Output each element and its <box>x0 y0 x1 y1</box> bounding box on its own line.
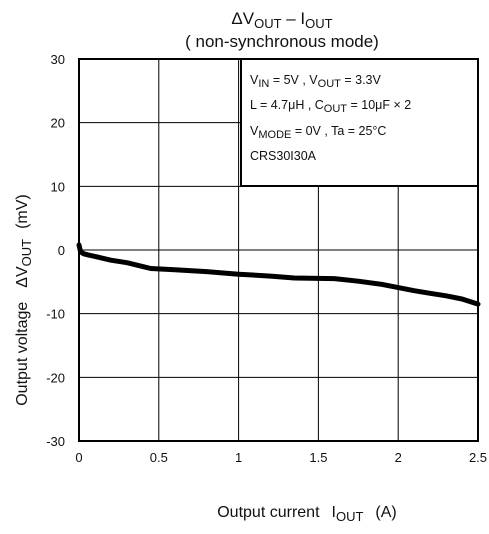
y-tick-label: -20 <box>46 370 65 385</box>
y-tick-label: 0 <box>58 243 65 258</box>
condition-line-4: CRS30I30A <box>250 149 317 163</box>
y-tick-label: -10 <box>46 307 65 322</box>
conditions-box <box>240 58 479 187</box>
x-tick-label: 1.5 <box>309 450 327 465</box>
y-axis-label: Output voltageΔVOUT(mV) <box>14 194 34 406</box>
x-tick-label: 0 <box>75 450 82 465</box>
y-tick-label: -30 <box>46 434 65 449</box>
x-tick-label: 0.5 <box>150 450 168 465</box>
condition-line-3: VMODE = 0V , Ta = 25°C <box>250 124 386 141</box>
x-axis-label: Output current IOUT (A) <box>217 504 397 524</box>
x-tick-label: 2.5 <box>469 450 487 465</box>
chart-title: ΔVOUT – IOUT <box>231 9 332 31</box>
chart-subtitle: ( non-synchronous mode) <box>185 32 379 51</box>
x-tick-label: 1 <box>235 450 242 465</box>
x-tick-labels: 0 0.5 1 1.5 2 2.5 <box>75 450 487 465</box>
condition-line-2: L = 4.7μH , COUT = 10μF × 2 <box>250 98 411 115</box>
condition-line-1: VIN = 5V , VOUT = 3.3V <box>250 73 381 90</box>
y-tick-label: 10 <box>51 179 65 194</box>
y-tick-label: 20 <box>51 116 65 131</box>
x-tick-label: 2 <box>395 450 402 465</box>
series-line <box>76 242 481 307</box>
y-tick-labels: 30 20 10 0 -10 -20 -30 <box>46 52 65 449</box>
y-tick-label: 30 <box>51 52 65 67</box>
